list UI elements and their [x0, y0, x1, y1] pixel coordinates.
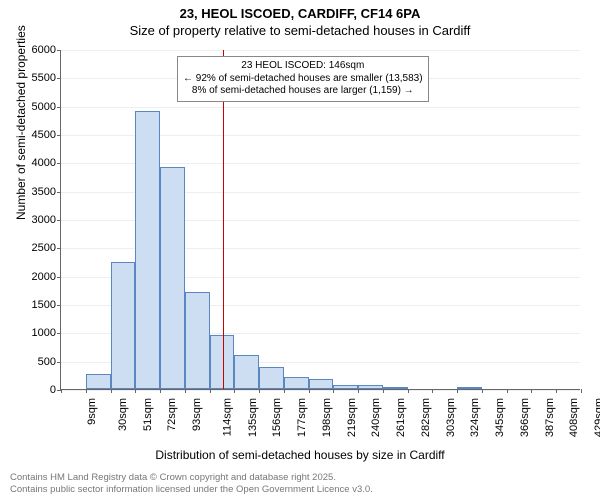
- ytick-label: 3000: [32, 214, 56, 226]
- footer-line1: Contains HM Land Registry data © Crown c…: [10, 472, 373, 484]
- xtick-label: 219sqm: [346, 398, 358, 437]
- histogram-bar: [383, 387, 408, 389]
- xtick-mark: [432, 389, 433, 393]
- chart-title-line2: Size of property relative to semi-detach…: [0, 23, 600, 38]
- histogram-bar: [111, 262, 136, 389]
- ytick-label: 1000: [32, 327, 56, 339]
- xtick-label: 303sqm: [445, 398, 457, 437]
- annotation-line1: 23 HEOL ISCOED: 146sqm: [183, 60, 423, 73]
- xtick-label: 72sqm: [166, 398, 178, 431]
- xtick-label: 177sqm: [296, 398, 308, 437]
- xtick-label: 135sqm: [247, 398, 259, 437]
- xtick-mark: [284, 389, 285, 393]
- xtick-label: 114sqm: [221, 398, 233, 436]
- ytick-mark: [57, 333, 61, 334]
- ytick-label: 500: [38, 356, 56, 368]
- histogram-bar: [457, 387, 482, 389]
- ytick-mark: [57, 192, 61, 193]
- histogram-bar: [234, 355, 259, 389]
- xtick-label: 408sqm: [569, 398, 581, 437]
- chart-area: 0500100015002000250030003500400045005000…: [60, 50, 580, 390]
- xtick-mark: [86, 389, 87, 393]
- xtick-mark: [61, 389, 62, 393]
- annotation-box: 23 HEOL ISCOED: 146sqm← 92% of semi-deta…: [177, 56, 429, 102]
- gridline: [61, 390, 580, 391]
- ytick-label: 1500: [32, 299, 56, 311]
- ytick-label: 2500: [32, 242, 56, 254]
- xtick-mark: [581, 389, 582, 393]
- xtick-mark: [358, 389, 359, 393]
- ytick-label: 3500: [32, 186, 56, 198]
- xtick-mark: [507, 389, 508, 393]
- ytick-label: 4000: [32, 157, 56, 169]
- histogram-bar: [358, 385, 383, 389]
- histogram-bar: [284, 377, 309, 389]
- ytick-mark: [57, 163, 61, 164]
- xtick-label: 261sqm: [395, 398, 407, 437]
- xtick-label: 30sqm: [117, 398, 129, 431]
- ytick-label: 2000: [32, 271, 56, 283]
- histogram-bar: [86, 374, 111, 389]
- xtick-label: 240sqm: [371, 398, 383, 437]
- ytick-label: 6000: [32, 44, 56, 56]
- xtick-mark: [482, 389, 483, 393]
- xtick-mark: [259, 389, 260, 393]
- xtick-mark: [531, 389, 532, 393]
- histogram-bar: [333, 385, 358, 389]
- histogram-bar: [160, 167, 185, 389]
- xtick-label: 366sqm: [519, 398, 531, 437]
- xtick-mark: [234, 389, 235, 393]
- xtick-mark: [160, 389, 161, 393]
- xtick-mark: [457, 389, 458, 393]
- histogram-bar: [309, 379, 334, 389]
- ytick-mark: [57, 277, 61, 278]
- annotation-line2: ← 92% of semi-detached houses are smalle…: [183, 73, 423, 86]
- histogram-bar: [135, 111, 160, 389]
- xtick-label: 429sqm: [593, 398, 600, 437]
- xtick-mark: [210, 389, 211, 393]
- xtick-mark: [408, 389, 409, 393]
- histogram-bar: [185, 292, 210, 389]
- xtick-label: 51sqm: [142, 398, 154, 431]
- chart-title-block: 23, HEOL ISCOED, CARDIFF, CF14 6PA Size …: [0, 0, 600, 38]
- xtick-label: 9sqm: [86, 398, 98, 425]
- xtick-label: 282sqm: [420, 398, 432, 437]
- xtick-mark: [333, 389, 334, 393]
- xtick-label: 345sqm: [494, 398, 506, 437]
- ytick-mark: [57, 50, 61, 51]
- ytick-mark: [57, 135, 61, 136]
- y-axis-label: Number of semi-detached properties: [14, 25, 28, 220]
- histogram-bar: [259, 367, 284, 389]
- chart-plot: 0500100015002000250030003500400045005000…: [60, 50, 580, 390]
- x-axis-label: Distribution of semi-detached houses by …: [0, 448, 600, 462]
- ytick-mark: [57, 248, 61, 249]
- footer-line2: Contains public sector information licen…: [10, 484, 373, 496]
- xtick-label: 387sqm: [544, 398, 556, 437]
- xtick-mark: [111, 389, 112, 393]
- xtick-mark: [309, 389, 310, 393]
- xtick-mark: [135, 389, 136, 393]
- xtick-mark: [185, 389, 186, 393]
- xtick-label: 156sqm: [271, 398, 283, 437]
- annotation-line3: 8% of semi-detached houses are larger (1…: [183, 85, 423, 98]
- ytick-mark: [57, 305, 61, 306]
- xtick-label: 324sqm: [470, 398, 482, 437]
- ytick-label: 5000: [32, 101, 56, 113]
- xtick-label: 93sqm: [191, 398, 203, 431]
- xtick-mark: [383, 389, 384, 393]
- ytick-label: 4500: [32, 129, 56, 141]
- xtick-label: 198sqm: [321, 398, 333, 437]
- ytick-label: 5500: [32, 72, 56, 84]
- chart-title-line1: 23, HEOL ISCOED, CARDIFF, CF14 6PA: [0, 6, 600, 21]
- gridline: [61, 107, 580, 108]
- ytick-mark: [57, 362, 61, 363]
- ytick-label: 0: [50, 384, 56, 396]
- ytick-mark: [57, 78, 61, 79]
- ytick-mark: [57, 220, 61, 221]
- chart-footer: Contains HM Land Registry data © Crown c…: [10, 472, 373, 496]
- ytick-mark: [57, 107, 61, 108]
- gridline: [61, 50, 580, 51]
- xtick-mark: [556, 389, 557, 393]
